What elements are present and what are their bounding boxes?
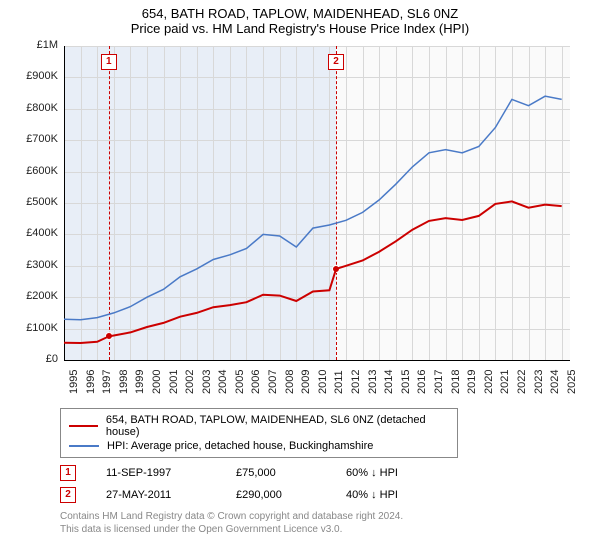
series-layer (20, 40, 580, 400)
transaction-marker: 1 (60, 465, 76, 481)
transaction-date: 11-SEP-1997 (106, 467, 206, 479)
legend: 654, BATH ROAD, TAPLOW, MAIDENHEAD, SL6 … (60, 408, 458, 458)
series-price_paid (64, 201, 562, 343)
transaction-hpi: 40% ↓ HPI (346, 489, 426, 501)
legend-label: HPI: Average price, detached house, Buck… (107, 440, 373, 452)
chart-subtitle: Price paid vs. HM Land Registry's House … (0, 21, 600, 40)
legend-swatch (69, 445, 99, 447)
series-hpi (64, 96, 562, 320)
transaction-hpi: 60% ↓ HPI (346, 467, 426, 479)
legend-item: 654, BATH ROAD, TAPLOW, MAIDENHEAD, SL6 … (69, 413, 449, 439)
transaction-row: 2 27-MAY-2011 £290,000 40% ↓ HPI (60, 484, 570, 506)
transaction-price: £290,000 (236, 489, 316, 501)
chart-area: £0£100K£200K£300K£400K£500K£600K£700K£80… (20, 40, 580, 400)
transaction-price: £75,000 (236, 467, 316, 479)
transactions-table: 1 11-SEP-1997 £75,000 60% ↓ HPI 2 27-MAY-2011… (60, 462, 570, 506)
transaction-row: 1 11-SEP-1997 £75,000 60% ↓ HPI (60, 462, 570, 484)
footer-line-1: Contains HM Land Registry data © Crown c… (60, 510, 570, 523)
legend-swatch (69, 425, 98, 427)
footer-attribution: Contains HM Land Registry data © Crown c… (60, 510, 570, 536)
legend-label: 654, BATH ROAD, TAPLOW, MAIDENHEAD, SL6 … (106, 414, 449, 438)
legend-item: HPI: Average price, detached house, Buck… (69, 439, 449, 453)
chart-title: 654, BATH ROAD, TAPLOW, MAIDENHEAD, SL6 … (0, 0, 600, 21)
transaction-date: 27-MAY-2011 (106, 489, 206, 501)
footer-line-2: This data is licensed under the Open Gov… (60, 523, 570, 536)
transaction-marker: 2 (60, 487, 76, 503)
